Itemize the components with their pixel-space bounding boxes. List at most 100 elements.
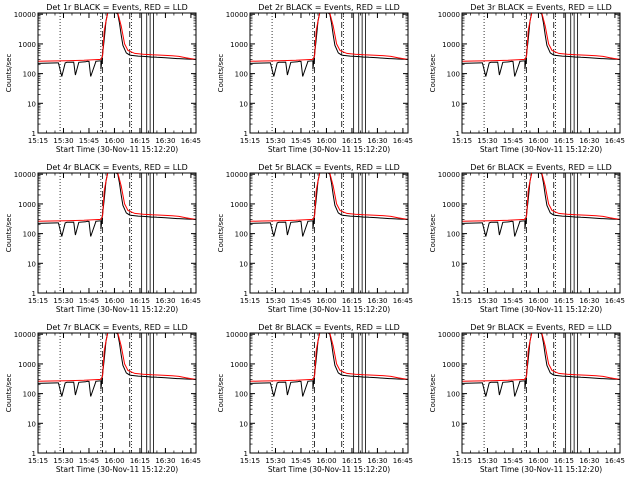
marker-lines: [483, 173, 578, 293]
series-line-lld: [250, 13, 408, 62]
y-tick-label: 1000: [230, 201, 248, 209]
y-axis-label: Counts/sec: [217, 54, 225, 93]
series-line-lld: [38, 173, 196, 222]
x-tick-label: 16:30: [367, 297, 387, 305]
plot-frame: [461, 332, 621, 454]
y-tick-label: 100: [447, 391, 460, 399]
y-tick-label: 1: [456, 290, 460, 298]
plot-frame: [249, 332, 409, 454]
y-tick-label: 1: [32, 450, 36, 458]
series-line-events: [250, 13, 408, 77]
x-tick-label: 16:45: [605, 137, 625, 145]
series-line-lld: [250, 173, 408, 222]
plot-frame: [37, 172, 197, 294]
x-tick-label: 16:15: [554, 297, 574, 305]
x-tick-label: 15:30: [477, 297, 497, 305]
y-tick-label: 100: [447, 231, 460, 239]
marker-lines: [483, 333, 578, 453]
x-axis-label: Start Time (30-Nov-11 15:12:20): [56, 465, 178, 474]
series-line-events: [38, 173, 196, 237]
x-axis-label: Start Time (30-Nov-11 15:12:20): [268, 305, 390, 314]
x-tick-label: 15:45: [79, 297, 99, 305]
x-axis-label: Start Time (30-Nov-11 15:12:20): [56, 305, 178, 314]
y-tick-label: 10000: [14, 331, 36, 339]
y-tick-label: 10000: [438, 171, 460, 179]
x-tick-label: 16:30: [367, 457, 387, 465]
y-tick-label: 10: [239, 260, 248, 268]
x-axis-label: Start Time (30-Nov-11 15:12:20): [268, 145, 390, 154]
y-tick-label: 100: [23, 391, 36, 399]
x-tick-label: 15:30: [477, 457, 497, 465]
x-tick-label: 15:45: [291, 297, 311, 305]
x-axis-label: Start Time (30-Nov-11 15:12:20): [268, 465, 390, 474]
y-axis-label: Counts/sec: [217, 214, 225, 253]
x-tick-label: 16:15: [342, 137, 362, 145]
x-tick-label: 16:45: [181, 137, 201, 145]
y-tick-label: 1000: [18, 201, 36, 209]
y-tick-label: 10: [451, 420, 460, 428]
y-tick-label: 10000: [14, 11, 36, 19]
y-axis-label: Counts/sec: [429, 214, 437, 253]
series-line-events: [250, 173, 408, 237]
x-tick-label: 15:45: [503, 457, 523, 465]
x-tick-label: 16:30: [579, 457, 599, 465]
y-tick-label: 100: [23, 231, 36, 239]
y-tick-label: 1: [244, 450, 248, 458]
x-tick-label: 15:30: [265, 297, 285, 305]
panel-7: Det 7r BLACK = Events, RED = LLD 1 10 100 10…: [5, 323, 201, 474]
x-tick-label: 15:15: [240, 457, 260, 465]
y-tick-label: 1: [32, 290, 36, 298]
x-tick-label: 15:30: [53, 137, 73, 145]
x-tick-label: 16:00: [316, 137, 336, 145]
panel-1: Det 1r BLACK = Events, RED = LLD 1 10 100 10…: [5, 3, 201, 154]
x-tick-label: 15:15: [452, 457, 472, 465]
x-tick-label: 16:00: [528, 297, 548, 305]
x-tick-label: 15:30: [53, 297, 73, 305]
x-tick-label: 15:45: [79, 457, 99, 465]
x-tick-label: 15:45: [79, 137, 99, 145]
y-tick-label: 10000: [226, 331, 248, 339]
x-axis-label: Start Time (30-Nov-11 15:12:20): [480, 145, 602, 154]
series-line-events: [462, 173, 620, 237]
y-tick-label: 1: [244, 130, 248, 138]
x-tick-label: 16:30: [155, 457, 175, 465]
panel-title: Det 6r BLACK = Events, RED = LLD: [470, 163, 612, 172]
x-tick-label: 16:00: [528, 137, 548, 145]
x-tick-label: 16:00: [528, 457, 548, 465]
marker-lines: [271, 173, 366, 293]
panel-4: Det 4r BLACK = Events, RED = LLD 1 10 100 10…: [5, 163, 201, 314]
x-tick-label: 15:15: [28, 457, 48, 465]
x-tick-label: 15:15: [28, 297, 48, 305]
plot-frame: [249, 12, 409, 134]
plot-frame: [249, 172, 409, 294]
x-tick-label: 15:30: [53, 457, 73, 465]
x-axis-label: Start Time (30-Nov-11 15:12:20): [480, 305, 602, 314]
y-axis-label: Counts/sec: [429, 54, 437, 93]
x-tick-label: 16:00: [104, 137, 124, 145]
x-tick-label: 16:15: [130, 137, 150, 145]
x-tick-label: 15:45: [291, 137, 311, 145]
series-line-events: [462, 13, 620, 77]
x-tick-label: 15:45: [503, 297, 523, 305]
y-axis-label: Counts/sec: [5, 374, 13, 413]
series-line-lld: [462, 333, 620, 382]
y-tick-label: 1000: [18, 41, 36, 49]
panel-title: Det 1r BLACK = Events, RED = LLD: [46, 3, 188, 12]
y-tick-label: 10000: [14, 171, 36, 179]
series-line-events: [462, 333, 620, 397]
y-axis-label: Counts/sec: [217, 374, 225, 413]
panel-6: Det 6r BLACK = Events, RED = LLD 1 10 100 10…: [429, 163, 625, 314]
x-tick-label: 15:30: [477, 137, 497, 145]
plot-frame: [37, 12, 197, 134]
x-tick-label: 16:15: [554, 137, 574, 145]
x-tick-label: 15:30: [265, 457, 285, 465]
y-axis-label: Counts/sec: [5, 214, 13, 253]
y-tick-label: 100: [235, 231, 248, 239]
plot-frame: [461, 12, 621, 134]
y-tick-label: 1: [32, 130, 36, 138]
y-tick-label: 10000: [438, 331, 460, 339]
x-tick-label: 16:45: [393, 137, 413, 145]
y-tick-label: 100: [235, 391, 248, 399]
y-tick-label: 1000: [18, 361, 36, 369]
